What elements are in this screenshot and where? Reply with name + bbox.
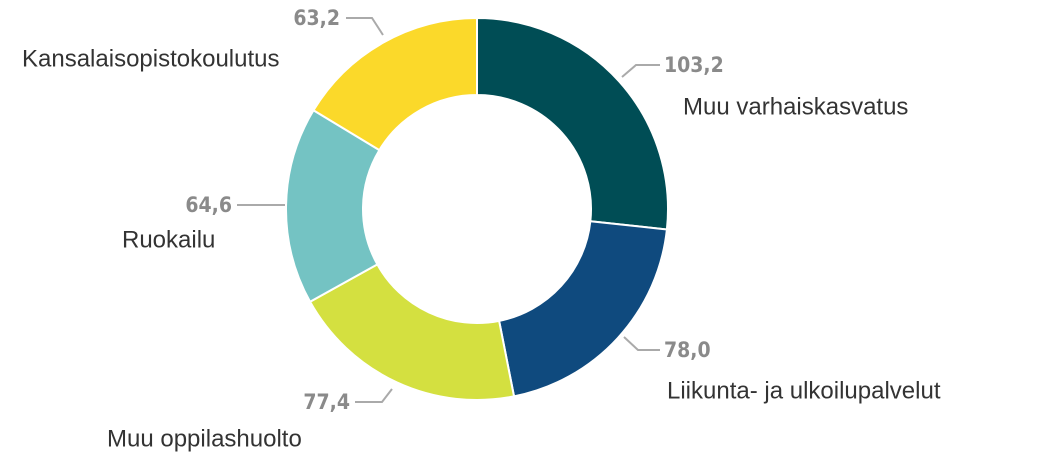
category-label: Muu oppilashuolto bbox=[107, 425, 302, 452]
donut-slice bbox=[476, 16, 669, 231]
donut-slice bbox=[497, 220, 669, 398]
value-label: 103,2 bbox=[664, 53, 724, 77]
category-label: Liikunta- ja ulkoilupalvelut bbox=[667, 377, 941, 404]
value-label: 77,4 bbox=[303, 390, 350, 414]
value-label: 63,2 bbox=[293, 6, 340, 30]
category-label: Kansalaisopistokoulutus bbox=[22, 45, 280, 72]
leader-line bbox=[346, 17, 384, 36]
leader-line bbox=[623, 336, 660, 351]
value-label: 78,0 bbox=[664, 338, 711, 362]
leader-line bbox=[621, 64, 660, 78]
value-label: 64,6 bbox=[185, 193, 232, 217]
donut-slice bbox=[312, 16, 478, 152]
leader-line bbox=[355, 388, 393, 403]
category-label: Ruokailu bbox=[122, 226, 215, 253]
category-label: Muu varhaiskasvatus bbox=[683, 93, 908, 120]
